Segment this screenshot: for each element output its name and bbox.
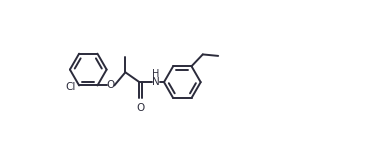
Text: O: O [137, 103, 145, 113]
Text: H: H [152, 69, 160, 79]
Text: Cl: Cl [66, 82, 76, 92]
Text: N: N [152, 77, 160, 87]
Text: O: O [107, 81, 115, 90]
